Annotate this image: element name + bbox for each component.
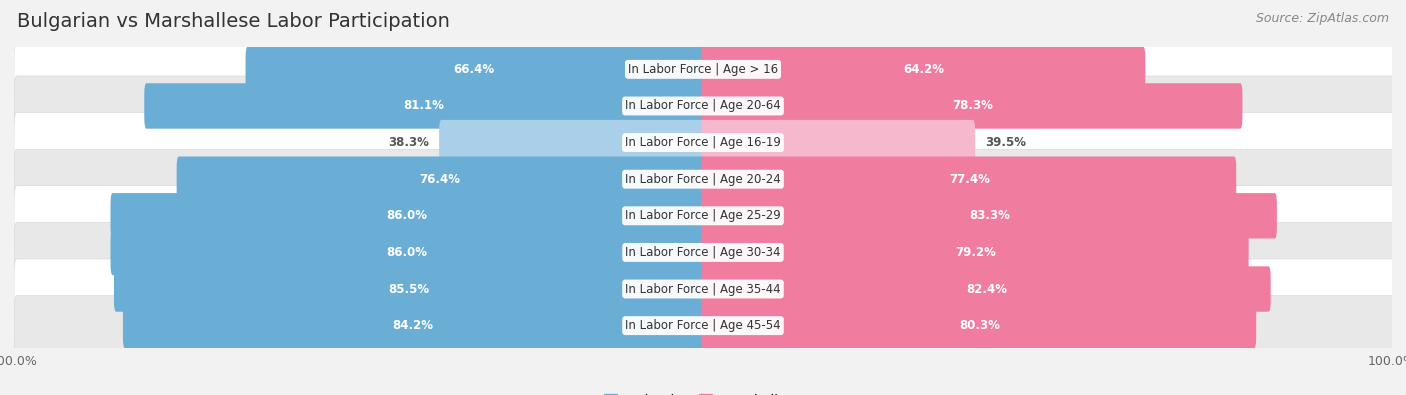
Text: In Labor Force | Age 45-54: In Labor Force | Age 45-54: [626, 319, 780, 332]
Text: 86.0%: 86.0%: [387, 246, 427, 259]
FancyBboxPatch shape: [246, 47, 706, 92]
FancyBboxPatch shape: [700, 120, 976, 165]
FancyBboxPatch shape: [14, 149, 1395, 209]
FancyBboxPatch shape: [177, 156, 706, 202]
FancyBboxPatch shape: [114, 266, 706, 312]
Text: Source: ZipAtlas.com: Source: ZipAtlas.com: [1256, 12, 1389, 25]
Text: In Labor Force | Age > 16: In Labor Force | Age > 16: [628, 63, 778, 76]
FancyBboxPatch shape: [111, 230, 706, 275]
Text: In Labor Force | Age 30-34: In Labor Force | Age 30-34: [626, 246, 780, 259]
Text: 85.5%: 85.5%: [388, 282, 429, 295]
FancyBboxPatch shape: [14, 113, 1395, 173]
Text: In Labor Force | Age 20-64: In Labor Force | Age 20-64: [626, 100, 780, 113]
Text: In Labor Force | Age 35-44: In Labor Force | Age 35-44: [626, 282, 780, 295]
Text: 38.3%: 38.3%: [388, 136, 429, 149]
Text: 79.2%: 79.2%: [956, 246, 997, 259]
Text: 86.0%: 86.0%: [387, 209, 427, 222]
FancyBboxPatch shape: [14, 259, 1395, 319]
FancyBboxPatch shape: [145, 83, 706, 129]
FancyBboxPatch shape: [700, 156, 1236, 202]
FancyBboxPatch shape: [700, 47, 1146, 92]
FancyBboxPatch shape: [700, 266, 1271, 312]
FancyBboxPatch shape: [111, 193, 706, 239]
Text: In Labor Force | Age 16-19: In Labor Force | Age 16-19: [626, 136, 780, 149]
Text: 76.4%: 76.4%: [419, 173, 460, 186]
Text: 83.3%: 83.3%: [970, 209, 1011, 222]
Text: 78.3%: 78.3%: [952, 100, 993, 113]
FancyBboxPatch shape: [700, 303, 1256, 348]
Text: 77.4%: 77.4%: [949, 173, 990, 186]
Text: 82.4%: 82.4%: [966, 282, 1007, 295]
Text: 80.3%: 80.3%: [959, 319, 1000, 332]
FancyBboxPatch shape: [14, 222, 1395, 282]
Legend: Bulgarian, Marshallese: Bulgarian, Marshallese: [603, 394, 803, 395]
Text: 64.2%: 64.2%: [904, 63, 945, 76]
Text: 39.5%: 39.5%: [986, 136, 1026, 149]
FancyBboxPatch shape: [700, 230, 1249, 275]
FancyBboxPatch shape: [700, 193, 1277, 239]
FancyBboxPatch shape: [14, 186, 1395, 246]
FancyBboxPatch shape: [14, 76, 1395, 136]
Text: 81.1%: 81.1%: [404, 100, 444, 113]
Text: Bulgarian vs Marshallese Labor Participation: Bulgarian vs Marshallese Labor Participa…: [17, 12, 450, 31]
Text: In Labor Force | Age 25-29: In Labor Force | Age 25-29: [626, 209, 780, 222]
FancyBboxPatch shape: [14, 295, 1395, 356]
Text: In Labor Force | Age 20-24: In Labor Force | Age 20-24: [626, 173, 780, 186]
FancyBboxPatch shape: [122, 303, 706, 348]
Text: 66.4%: 66.4%: [454, 63, 495, 76]
FancyBboxPatch shape: [439, 120, 706, 165]
FancyBboxPatch shape: [14, 40, 1395, 100]
Text: 84.2%: 84.2%: [392, 319, 433, 332]
FancyBboxPatch shape: [700, 83, 1243, 129]
